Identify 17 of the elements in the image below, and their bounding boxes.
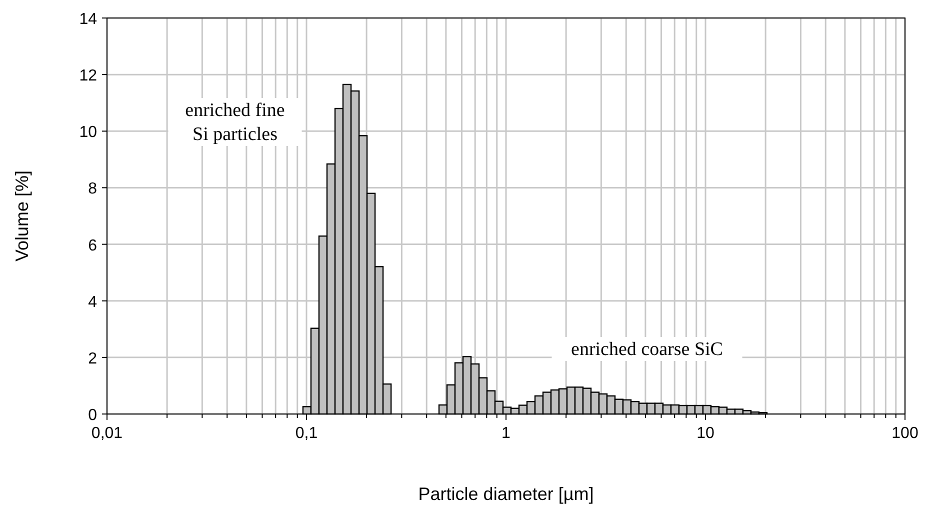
annotation: enriched fine Si particles: [185, 100, 285, 145]
x-tick-label: 0,1: [295, 425, 318, 442]
x-tick-label: 0,01: [91, 425, 123, 442]
x-tick-label: 1: [502, 425, 511, 442]
y-tick-label: 8: [88, 180, 98, 198]
y-tick-label: 14: [79, 11, 98, 28]
y-tick-label: 4: [88, 294, 98, 311]
y-tick-label: 10: [79, 124, 98, 142]
y-tick-label: 6: [88, 237, 98, 254]
annotation: enriched coarse SiC: [571, 339, 723, 360]
y-tick-label: 12: [79, 68, 98, 85]
y-tick-label: 2: [88, 350, 98, 368]
y-axis-title: Volume [%]: [12, 170, 32, 262]
x-axis-title: Particle diameter [µm]: [418, 484, 594, 504]
x-tick-label: 10: [696, 425, 714, 442]
y-tick-label: 0: [88, 407, 98, 424]
x-tick-label: 100: [892, 425, 918, 442]
